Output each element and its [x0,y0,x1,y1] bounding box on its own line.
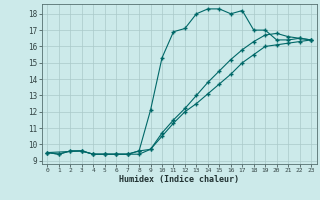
X-axis label: Humidex (Indice chaleur): Humidex (Indice chaleur) [119,175,239,184]
